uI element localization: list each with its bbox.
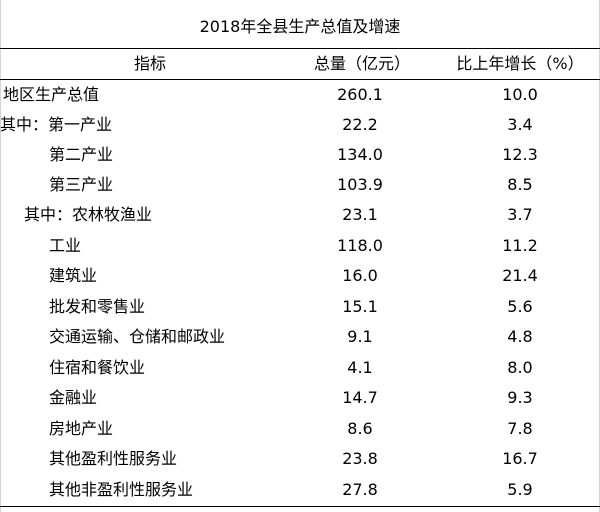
row-growth: 5.6 [507,297,533,316]
row-label: 批发和零售业 [49,297,146,316]
row-total: 15.1 [342,297,378,316]
row-growth: 4.8 [507,327,533,346]
table-row: 金融业 14.7 9.3 [0,383,600,413]
row-total: 8.6 [347,419,373,438]
table-title: 2018年全县生产总值及增速 [199,17,401,36]
row-growth: 8.0 [507,358,533,377]
row-total: 260.1 [337,85,383,104]
row-label: 其他盈利性服务业 [49,449,178,468]
bottom-rule [0,506,600,507]
row-growth: 8.5 [507,175,533,194]
row-total: 22.2 [342,115,378,134]
row-growth: 9.3 [507,388,533,407]
table-row: 批发和零售业 15.1 5.6 [0,292,600,322]
row-growth: 3.7 [507,205,533,224]
row-growth: 5.9 [507,480,533,499]
row-total: 118.0 [337,236,383,255]
table-row: 建筑业 16.0 21.4 [0,261,600,291]
row-growth: 21.4 [502,266,538,285]
row-label: 金融业 [49,388,98,407]
row-total: 23.8 [342,449,378,468]
table-row: 住宿和餐饮业 4.1 8.0 [0,353,600,383]
row-total: 103.9 [337,175,383,194]
row-label: 地区生产总值 [3,85,100,104]
table-row: 其中：农林牧渔业 23.1 3.7 [0,200,600,230]
table-row: 其中：第一产业 22.2 3.4 [0,110,600,140]
row-label: 其中：第一产业 [0,115,113,134]
row-label: 第二产业 [49,145,114,164]
row-total: 9.1 [347,327,373,346]
table-row: 交通运输、仓储和邮政业 9.1 4.8 [0,322,600,352]
header-growth: 比上年增长（%） [456,54,584,73]
row-label: 第三产业 [49,175,114,194]
row-label: 交通运输、仓储和邮政业 [49,327,226,346]
table-row: 其他盈利性服务业 23.8 16.7 [0,444,600,474]
table-row: 第三产业 103.9 8.5 [0,170,600,200]
row-label: 建筑业 [49,266,98,285]
table-row: 其他非盈利性服务业 27.8 5.9 [0,475,600,505]
table-row: 第二产业 134.0 12.3 [0,140,600,170]
row-growth: 11.2 [502,236,538,255]
row-total: 23.1 [342,205,378,224]
header-row: 指标 总量（亿元） 比上年增长（%） [0,49,600,79]
top-rule [0,48,600,49]
row-total: 14.7 [342,388,378,407]
table-row: 地区生产总值 260.1 10.0 [0,80,600,110]
row-total: 134.0 [337,145,383,164]
header-rule [0,79,600,80]
row-growth: 16.7 [502,449,538,468]
row-label: 房地产业 [49,419,114,438]
row-growth: 7.8 [507,419,533,438]
row-growth: 3.4 [507,115,533,134]
header-total: 总量（亿元） [313,54,410,73]
row-total: 16.0 [342,266,378,285]
table-row: 工业 118.0 11.2 [0,231,600,261]
row-label: 工业 [49,236,82,255]
row-total: 27.8 [342,480,378,499]
row-label: 其中：农林牧渔业 [24,205,153,224]
row-growth: 12.3 [502,145,538,164]
row-label: 其他非盈利性服务业 [49,480,194,499]
row-total: 4.1 [347,358,373,377]
grid-line [0,0,1,512]
row-label: 住宿和餐饮业 [49,358,146,377]
table-row: 房地产业 8.6 7.8 [0,414,600,444]
header-indicator: 指标 [133,54,166,73]
row-growth: 10.0 [502,85,538,104]
